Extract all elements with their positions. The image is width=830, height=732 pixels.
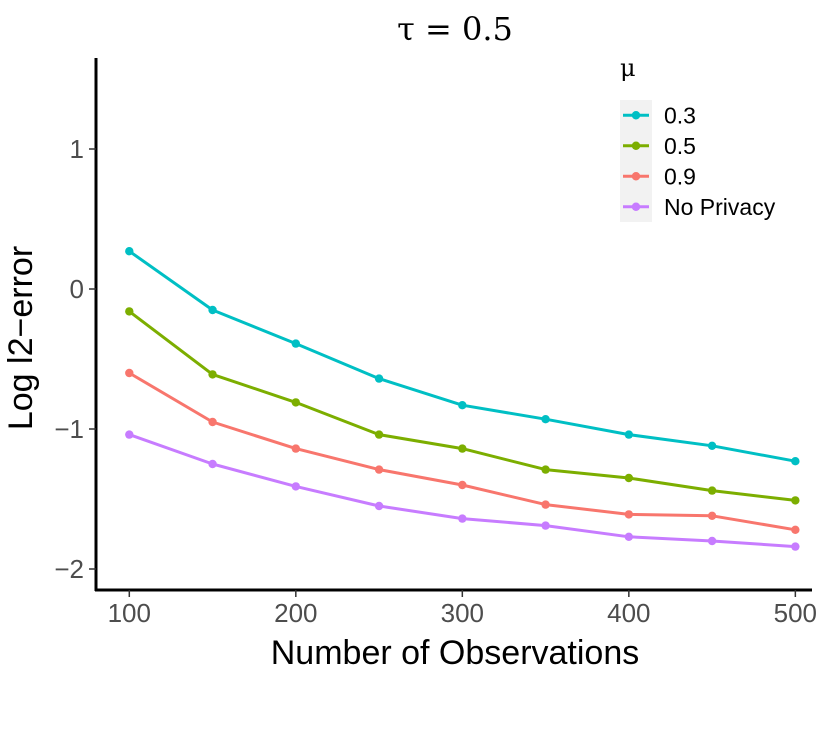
series-layer	[125, 247, 800, 551]
series-2	[125, 368, 800, 534]
data-point	[707, 511, 717, 520]
legend-item: 0.9	[623, 163, 696, 189]
x-tick-label: 200	[274, 598, 317, 628]
data-point	[707, 441, 717, 450]
y-tick-label: 1	[70, 134, 84, 164]
data-point	[791, 525, 800, 534]
data-point	[791, 457, 800, 466]
data-point	[458, 480, 467, 490]
legend-item: 0.5	[623, 133, 696, 159]
data-point	[125, 307, 134, 316]
x-tick-label: 100	[108, 598, 151, 628]
data-point	[374, 374, 384, 383]
data-point	[208, 370, 217, 379]
data-point	[374, 430, 384, 439]
data-point	[791, 496, 800, 505]
data-point	[458, 514, 467, 523]
data-point	[291, 339, 301, 348]
legend-title: μ	[620, 54, 636, 82]
y-axis-title: Log l2−error	[2, 246, 40, 430]
data-point	[374, 501, 384, 511]
y-tick-label: −1	[54, 414, 84, 444]
x-axis-title: Number of Observations	[271, 634, 640, 672]
data-point	[624, 473, 634, 483]
series-0	[125, 247, 800, 466]
data-point	[458, 401, 467, 410]
data-point	[624, 430, 634, 439]
legend-item: No Privacy	[623, 194, 776, 220]
y-tick-label: −2	[54, 554, 84, 584]
data-point	[291, 482, 301, 491]
data-point	[125, 368, 134, 378]
x-tick-label: 500	[774, 598, 817, 628]
legend-key-point	[631, 202, 641, 211]
data-point	[541, 465, 550, 474]
data-point	[374, 465, 384, 474]
x-tick-label: 300	[441, 598, 484, 628]
chart-title: τ = 0.5	[397, 10, 513, 48]
legend-label: 0.3	[664, 102, 696, 128]
data-point	[624, 510, 634, 519]
axes: 100 200 300 400 500 1 0 −1 −2	[54, 58, 817, 628]
series-3	[125, 430, 800, 551]
data-point	[458, 444, 467, 453]
x-tick-label: 400	[607, 598, 650, 628]
data-point	[541, 415, 550, 424]
data-point	[125, 247, 134, 256]
data-point	[707, 536, 717, 546]
legend-item: 0.3	[623, 102, 696, 128]
legend-label: 0.5	[664, 133, 696, 159]
data-point	[541, 521, 550, 530]
data-point	[541, 500, 550, 509]
data-point	[208, 459, 217, 469]
y-tick-label: 0	[70, 274, 84, 304]
legend-key-point	[631, 172, 641, 181]
data-point	[208, 305, 217, 315]
legend-label: 0.9	[664, 163, 696, 189]
data-point	[624, 532, 634, 541]
data-point	[291, 444, 301, 453]
data-point	[791, 542, 800, 551]
legend-key-background	[620, 100, 652, 222]
legend-key-point	[631, 141, 641, 150]
data-point	[125, 430, 134, 439]
legend: μ 0.3 0.5 0.9 No Privacy	[620, 54, 776, 222]
series-line	[128, 249, 796, 463]
series-1	[125, 307, 800, 505]
data-point	[208, 417, 217, 427]
data-point	[291, 398, 301, 407]
legend-label: No Privacy	[664, 194, 776, 220]
legend-key-point	[631, 111, 641, 120]
data-point	[707, 486, 717, 495]
